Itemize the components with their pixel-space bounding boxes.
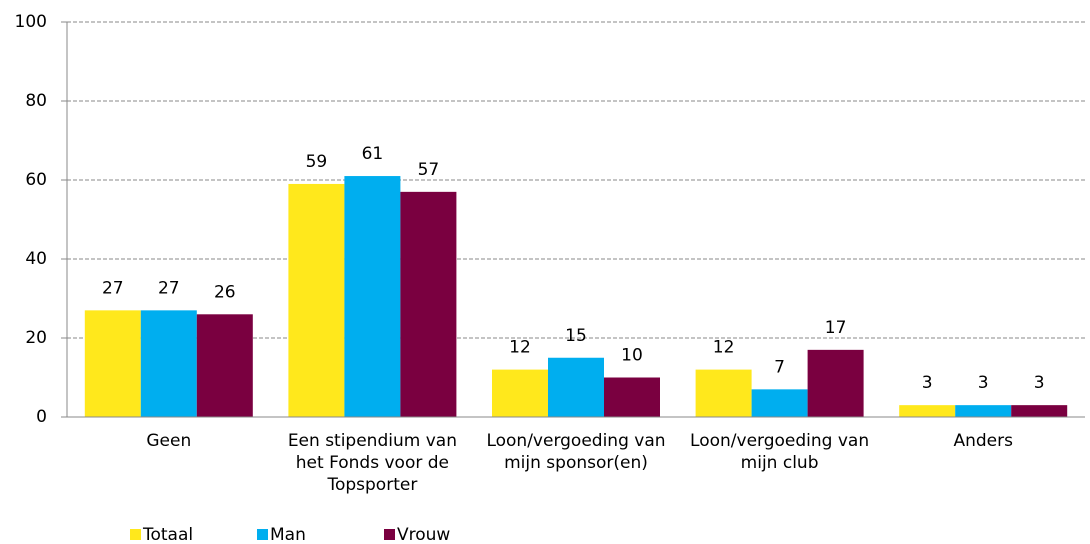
bar — [492, 369, 548, 417]
bar — [84, 310, 141, 417]
y-tick-label: 80 — [25, 91, 47, 111]
bar — [400, 191, 457, 417]
x-tick-label: Geen — [146, 431, 192, 451]
legend-swatch — [257, 529, 268, 540]
value-label: 12 — [509, 338, 531, 358]
value-label: 57 — [418, 160, 440, 180]
bar — [955, 405, 1012, 417]
x-tick-label: Loon/vergoeding van mijn sponsor(en) — [486, 431, 666, 473]
legend-label: Vrouw — [397, 525, 450, 544]
legend-swatch — [384, 529, 395, 540]
bar — [1011, 405, 1068, 417]
value-label: 10 — [621, 346, 643, 366]
x-tick-label: Een stipendium van het Fonds voor de Top… — [287, 431, 457, 495]
value-label: 26 — [214, 282, 236, 302]
y-tick-label: 100 — [15, 12, 47, 32]
bar — [196, 314, 253, 417]
bar — [604, 377, 660, 417]
y-tick-label: 20 — [25, 328, 47, 348]
value-label: 27 — [158, 278, 180, 298]
y-tick-label: 40 — [25, 249, 47, 269]
bar — [140, 310, 197, 417]
x-tick-label: Loon/vergoeding van mijn club — [690, 431, 870, 473]
legend-label: Totaal — [142, 525, 193, 544]
x-tick-label: Anders — [953, 431, 1013, 451]
value-label: 7 — [774, 357, 785, 377]
bar — [548, 357, 604, 417]
value-label: 3 — [922, 373, 933, 393]
value-label: 17 — [825, 318, 847, 338]
value-label: 15 — [565, 326, 587, 346]
legend-label: Man — [270, 525, 306, 544]
value-label: 27 — [102, 278, 124, 298]
bar — [695, 369, 752, 417]
y-tick-label: 60 — [25, 170, 47, 190]
bar — [899, 405, 956, 417]
legend-swatch — [130, 529, 141, 540]
bar — [807, 349, 864, 417]
value-label: 61 — [362, 144, 384, 164]
value-label: 12 — [713, 338, 735, 358]
value-label: 3 — [978, 373, 989, 393]
value-label: 59 — [306, 152, 328, 172]
bar — [344, 176, 401, 417]
bar — [288, 183, 345, 417]
y-tick-label: 0 — [36, 407, 47, 427]
bar — [751, 389, 808, 417]
value-label: 3 — [1034, 373, 1045, 393]
